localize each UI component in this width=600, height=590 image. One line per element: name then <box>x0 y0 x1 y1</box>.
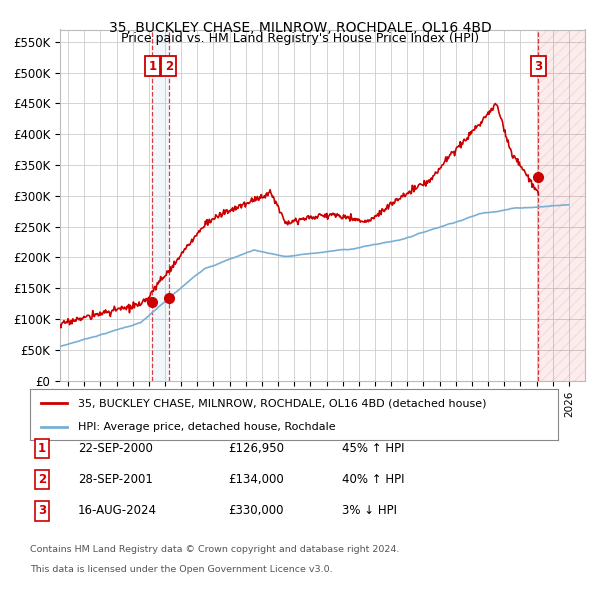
Text: £330,000: £330,000 <box>228 504 284 517</box>
Text: This data is licensed under the Open Government Licence v3.0.: This data is licensed under the Open Gov… <box>30 565 332 573</box>
Text: 45% ↑ HPI: 45% ↑ HPI <box>342 442 404 455</box>
Text: 40% ↑ HPI: 40% ↑ HPI <box>342 473 404 486</box>
Text: Price paid vs. HM Land Registry's House Price Index (HPI): Price paid vs. HM Land Registry's House … <box>121 32 479 45</box>
Text: 2: 2 <box>38 473 46 486</box>
Text: Contains HM Land Registry data © Crown copyright and database right 2024.: Contains HM Land Registry data © Crown c… <box>30 545 400 554</box>
Text: 1: 1 <box>38 442 46 455</box>
Text: 2: 2 <box>165 60 173 73</box>
Text: 3: 3 <box>535 60 542 73</box>
Text: £126,950: £126,950 <box>228 442 284 455</box>
Bar <box>538 30 585 381</box>
Text: £134,000: £134,000 <box>228 473 284 486</box>
Text: HPI: Average price, detached house, Rochdale: HPI: Average price, detached house, Roch… <box>77 422 335 432</box>
Text: 16-AUG-2024: 16-AUG-2024 <box>78 504 157 517</box>
Text: 35, BUCKLEY CHASE, MILNROW, ROCHDALE, OL16 4BD (detached house): 35, BUCKLEY CHASE, MILNROW, ROCHDALE, OL… <box>77 398 486 408</box>
Text: 28-SEP-2001: 28-SEP-2001 <box>78 473 153 486</box>
Bar <box>152 30 169 381</box>
Text: 3: 3 <box>38 504 46 517</box>
Text: 1: 1 <box>148 60 157 73</box>
Text: 22-SEP-2000: 22-SEP-2000 <box>78 442 153 455</box>
Text: 3% ↓ HPI: 3% ↓ HPI <box>342 504 397 517</box>
Text: 35, BUCKLEY CHASE, MILNROW, ROCHDALE, OL16 4BD: 35, BUCKLEY CHASE, MILNROW, ROCHDALE, OL… <box>109 21 491 35</box>
